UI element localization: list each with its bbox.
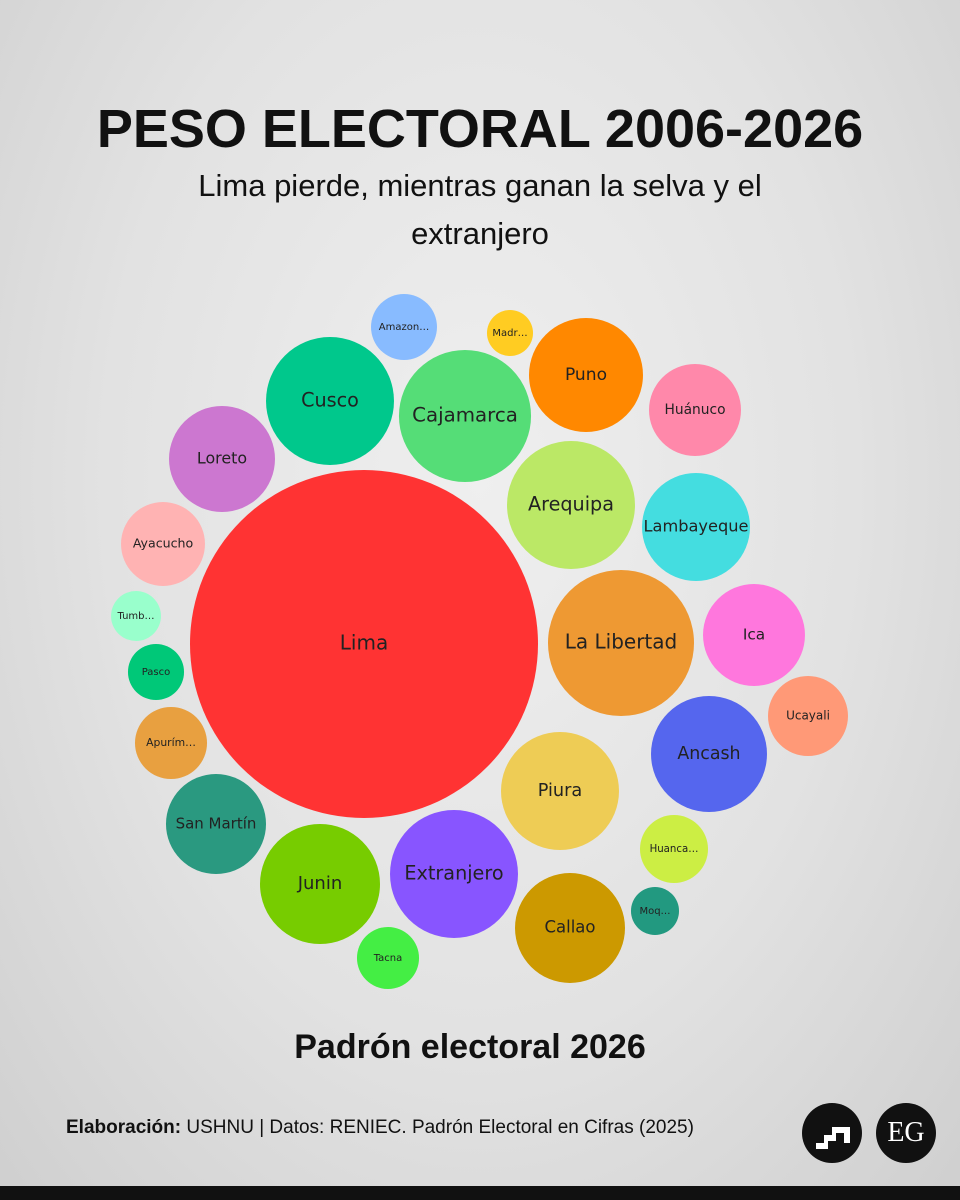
bubble — [507, 441, 635, 569]
bubble — [111, 591, 161, 641]
bubble-label: Ayacucho — [133, 536, 193, 551]
bubble — [649, 364, 741, 456]
bubble — [767, 675, 849, 757]
bubble — [500, 731, 620, 851]
bubble-label: Callao — [545, 918, 596, 937]
eg-logo: EG — [876, 1103, 936, 1163]
bubble-label: Ica — [743, 626, 765, 644]
bubble-label: Cusco — [301, 389, 359, 412]
ushnu-logo — [802, 1103, 862, 1163]
bubble — [266, 337, 394, 465]
source-text: USHNU | Datos: RENIEC. Padrón Electoral … — [186, 1117, 694, 1138]
bubble-label: Huánuco — [664, 402, 725, 418]
bubble — [639, 814, 709, 884]
bubble-label: Tacna — [373, 953, 403, 964]
bubble — [398, 349, 532, 483]
bubble — [165, 773, 267, 875]
bubble — [547, 569, 695, 717]
bubble — [371, 294, 437, 360]
bubble — [515, 873, 625, 983]
bubble-label: Lambayeque — [644, 517, 749, 536]
bubble — [703, 584, 805, 686]
bubble — [630, 886, 680, 936]
bubble-label: Lima — [340, 631, 388, 655]
bubble — [356, 926, 420, 990]
bubble-label: Junin — [297, 873, 343, 894]
bubble — [486, 309, 534, 357]
bubble-label: Loreto — [197, 449, 247, 468]
bubble-label: Madr… — [492, 328, 527, 339]
bubble — [529, 318, 643, 432]
bubble — [127, 643, 185, 701]
bubble — [651, 696, 767, 812]
bubble-label: Arequipa — [528, 493, 614, 516]
bubble-label: Extranjero — [404, 862, 503, 885]
bubble-label: Huanca… — [650, 844, 699, 855]
bubble — [121, 502, 205, 586]
chart-title: PESO ELECTORAL 2006-2026 — [96, 99, 864, 159]
bubble-label: Moq… — [639, 906, 670, 917]
source-note: Elaboración: USHNU | Datos: RENIEC. Padr… — [66, 1117, 694, 1139]
bubble-label: Puno — [565, 365, 607, 385]
bubble-label: La Libertad — [565, 630, 677, 654]
bubble-label: Apurím… — [146, 736, 196, 749]
bubble-label: Pasco — [142, 667, 171, 678]
source-label: Elaboración: — [66, 1117, 182, 1138]
bubble-label: Tumb… — [116, 611, 154, 622]
logo-icon — [816, 1127, 850, 1149]
chart-subtitle: Lima pierde, mientras ganan la selva y e… — [198, 168, 762, 251]
bubble — [259, 823, 381, 945]
bubble — [190, 470, 538, 818]
bubble-label: Cajamarca — [412, 404, 518, 427]
bubble — [169, 406, 275, 512]
bubble — [642, 473, 750, 581]
bubble-label: Ucayali — [786, 709, 830, 723]
bubble-label: Amazon… — [379, 322, 429, 333]
bottom-strip — [0, 1186, 960, 1200]
bubble-label: Piura — [538, 781, 583, 801]
bubble-label: San Martín — [176, 815, 257, 833]
chart-caption: Padrón electoral 2026 — [294, 1028, 646, 1066]
bubble-label: Ancash — [677, 744, 740, 764]
bubble — [134, 706, 208, 780]
bubble — [390, 810, 518, 938]
